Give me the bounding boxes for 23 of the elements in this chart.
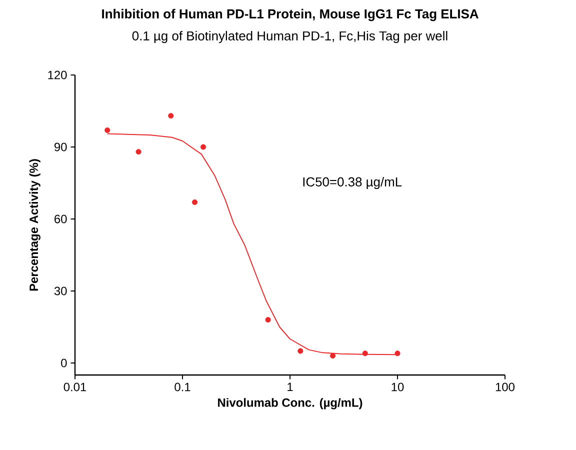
point: [330, 353, 336, 359]
y-axis-title: Percentage Activity (%): [29, 159, 40, 291]
x-tick-label: 0.01: [64, 382, 86, 392]
point: [394, 350, 400, 356]
chart-title: Inhibition of Human PD-L1 Protein, Mouse IgG1 Fc Tag ELISA: [102, 8, 478, 22]
x-tick-label: 10: [392, 382, 404, 392]
y-tick-label: 30: [54, 286, 67, 296]
x-tick-label: 0.1: [174, 382, 190, 392]
x-tick-label: 100: [496, 382, 515, 392]
x-axis-title: Nivolumab Conc. (µg/mL): [218, 398, 362, 410]
point: [104, 127, 110, 133]
chart-subtitle: 0.1 µg of Biotinylated Human PD-1, Fc,His Tag per well: [132, 30, 448, 44]
y-tick-label: 60: [54, 214, 67, 224]
point: [265, 317, 271, 323]
point: [298, 348, 304, 354]
point: [168, 113, 174, 119]
annotation: IC50=0.38 µg/mL: [303, 176, 402, 190]
y-tick-label: 0: [61, 358, 67, 368]
point: [136, 149, 142, 155]
y-tick-label: 90: [54, 142, 67, 152]
x-tick-label: 1: [288, 382, 293, 391]
point: [362, 350, 368, 356]
y-tick-label: 120: [48, 70, 67, 80]
